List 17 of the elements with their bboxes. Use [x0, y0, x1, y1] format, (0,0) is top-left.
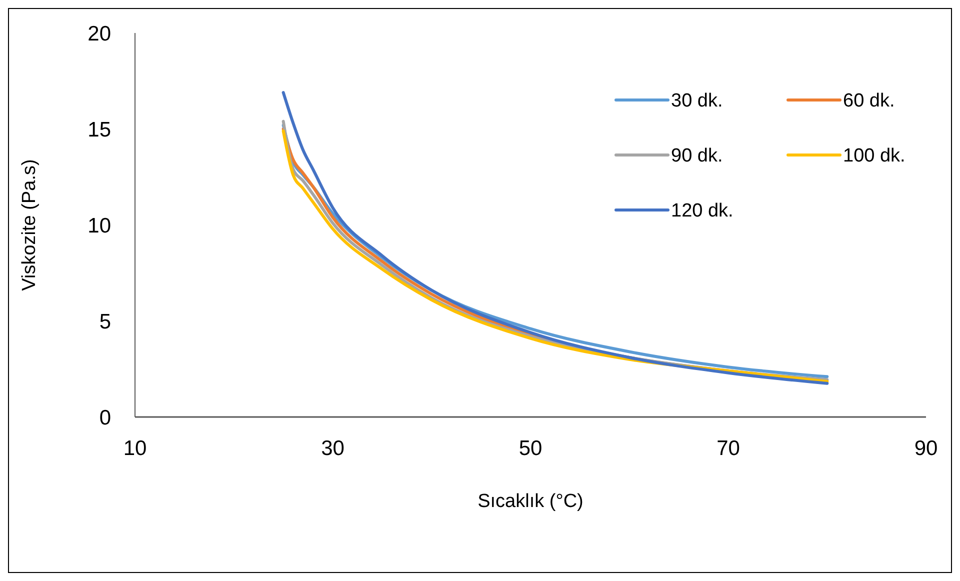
y-tick-label: 5: [99, 310, 111, 334]
legend-label: 120 dk.: [671, 200, 734, 222]
x-tick-label: 30: [321, 437, 344, 460]
y-axis-title: Viskozite (Pa.s): [19, 159, 40, 291]
y-tick-label: 0: [99, 406, 111, 430]
x-axis-title: Sıcaklık (°C): [478, 491, 584, 512]
x-tick-label: 90: [914, 437, 938, 460]
legend-label: 100 dk.: [843, 146, 906, 167]
legend-label: 30 dk.: [671, 90, 723, 112]
y-tick-label: 20: [88, 22, 111, 46]
y-tick-label: 15: [88, 118, 111, 142]
x-tick-label: 50: [518, 437, 542, 460]
legend-label: 90 dk.: [671, 146, 723, 167]
legend-label: 60 dk.: [843, 90, 895, 112]
x-tick-label: 70: [716, 437, 740, 460]
y-tick-label: 10: [88, 214, 111, 238]
x-tick-label: 10: [123, 437, 147, 460]
